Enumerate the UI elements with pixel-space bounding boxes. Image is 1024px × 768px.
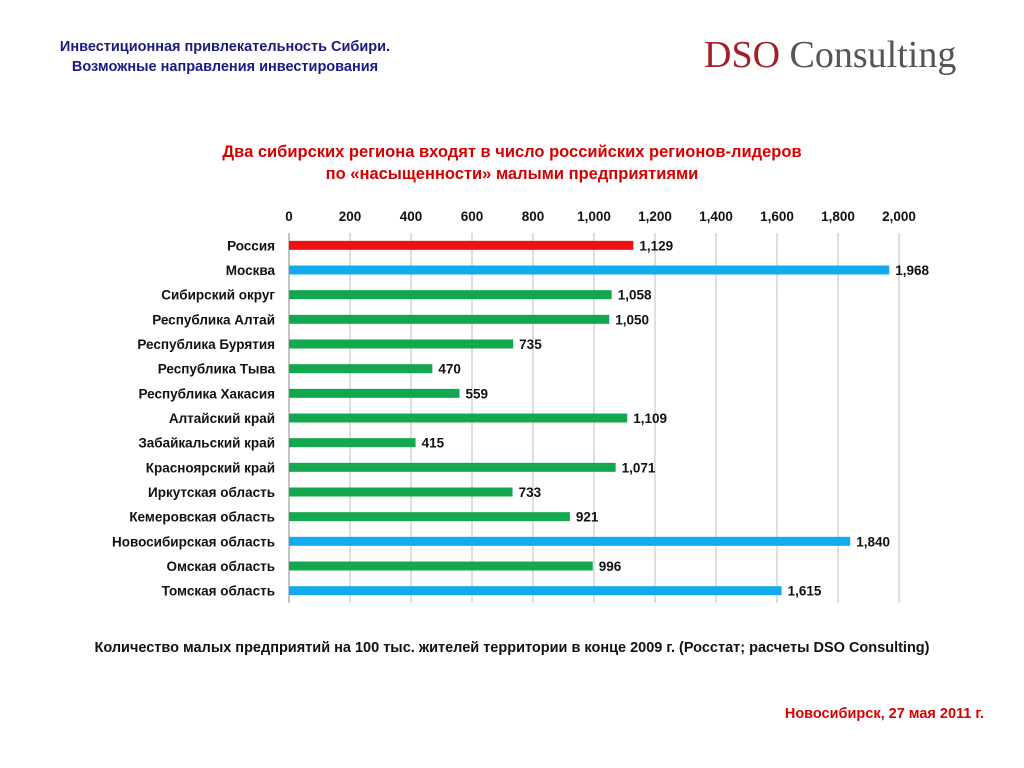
logo-part-dso: DSO (704, 34, 781, 76)
value-label: 1,058 (618, 288, 652, 303)
category-label: Забайкальский край (138, 436, 275, 451)
x-tick-label: 1,200 (638, 209, 672, 224)
value-label: 559 (465, 386, 488, 401)
x-tick-label: 0 (285, 209, 293, 224)
bar (289, 413, 628, 423)
category-label: Омская область (167, 559, 275, 574)
company-logo: DSO Consulting (704, 30, 956, 80)
category-label: Россия (227, 238, 275, 253)
value-label: 1,615 (788, 584, 822, 599)
chart-title-line2: по «насыщенности» малыми предприятиями (325, 165, 699, 183)
category-label: Новосибирская область (112, 534, 275, 549)
value-label: 921 (576, 510, 599, 525)
value-label: 470 (438, 362, 461, 377)
bar (289, 290, 612, 300)
category-label: Республика Тыва (158, 362, 276, 377)
x-tick-label: 800 (522, 209, 545, 224)
bar (289, 487, 513, 497)
x-tick-label: 2,000 (882, 209, 916, 224)
category-label: Сибирский округ (161, 288, 275, 303)
x-tick-label: 1,600 (760, 209, 794, 224)
header-title-line1: Инвестиционная привлекательность Сибири. (59, 39, 391, 55)
presentation-header: Инвестиционная привлекательность Сибири.… (0, 37, 450, 77)
category-label: Иркутская область (148, 485, 275, 500)
category-label: Республика Хакасия (138, 386, 275, 401)
value-label: 1,050 (615, 312, 649, 327)
bar (289, 339, 514, 349)
category-label: Москва (226, 263, 276, 278)
value-label: 735 (519, 337, 542, 352)
category-label: Томская область (162, 584, 275, 599)
bar-chart: 0 200 400 600 800 1,000 1,200 1,400 1,600 1,800 2,… (112, 209, 930, 603)
category-label: Республика Алтай (152, 312, 275, 327)
category-label: Республика Бурятия (137, 337, 275, 352)
category-label: Красноярский край (146, 460, 275, 475)
bar (289, 240, 634, 250)
value-label: 1,071 (622, 460, 656, 475)
bar (289, 265, 890, 275)
chart-footnote: Количество малых предприятий на 100 тыс.… (94, 640, 930, 656)
chart-title-line1: Два сибирских региона входят в число рос… (222, 143, 802, 161)
x-tick-label: 1,800 (821, 209, 855, 224)
bar (289, 512, 570, 522)
value-label: 996 (599, 559, 622, 574)
bar (289, 536, 851, 546)
x-tick-label: 600 (461, 209, 484, 224)
value-label: 1,109 (633, 411, 667, 426)
x-tick-label: 1,400 (699, 209, 733, 224)
bar (289, 364, 433, 374)
value-label: 1,840 (856, 534, 890, 549)
chart-title: Два сибирских региона входят в число рос… (0, 141, 1024, 185)
bar (289, 314, 610, 324)
bar (289, 561, 593, 571)
category-label: Алтайский край (169, 411, 275, 426)
bar (289, 438, 416, 448)
header-title-line2: Возможные направления инвестирования (71, 59, 379, 75)
category-label: Кемеровская область (129, 510, 275, 525)
bar (289, 388, 460, 398)
bar (289, 462, 616, 472)
value-label: 1,129 (639, 238, 673, 253)
value-label: 733 (519, 485, 542, 500)
value-label: 415 (422, 436, 445, 451)
value-label: 1,968 (895, 263, 929, 278)
x-tick-label: 1,000 (577, 209, 611, 224)
x-tick-label: 400 (400, 209, 423, 224)
footer-date: Новосибирск, 27 мая 2011 г. (784, 706, 984, 722)
x-tick-label: 200 (339, 209, 362, 224)
bar (289, 586, 782, 596)
logo-part-consulting: Consulting (780, 34, 957, 76)
